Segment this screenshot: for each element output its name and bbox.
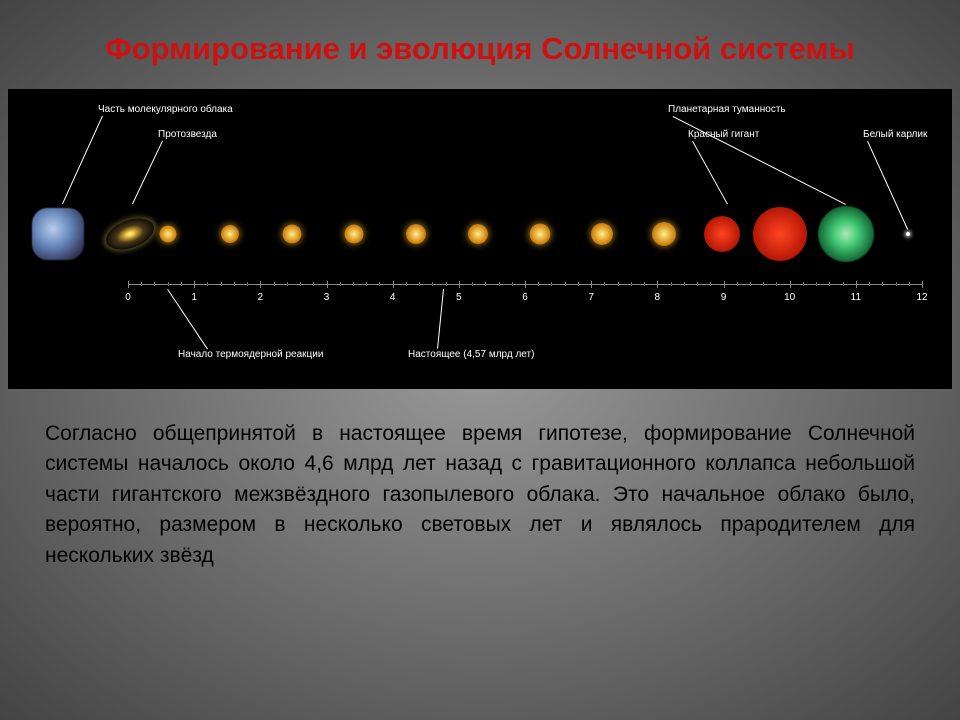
tick-7 bbox=[591, 281, 592, 288]
tick-6 bbox=[525, 281, 526, 288]
tick-3 bbox=[327, 281, 328, 288]
tick-11 bbox=[856, 281, 857, 288]
evolution-diagram: 0123456789101112Часть молекулярного обла… bbox=[8, 89, 952, 389]
pointer-line bbox=[437, 289, 444, 349]
pointer-line bbox=[62, 115, 103, 203]
sun-2 bbox=[283, 224, 302, 243]
white-dwarf bbox=[906, 232, 910, 236]
diagram-label: Красный гигант bbox=[688, 129, 759, 140]
sun-7 bbox=[591, 223, 613, 245]
tick-label-8: 8 bbox=[655, 292, 661, 303]
tick-2 bbox=[260, 281, 261, 288]
tick-10 bbox=[790, 281, 791, 288]
diagram-label: Белый карлик bbox=[863, 129, 927, 140]
tick-9 bbox=[724, 281, 725, 288]
tick-label-2: 2 bbox=[258, 292, 264, 303]
diagram-label: Часть молекулярного облака bbox=[98, 104, 233, 115]
sun-5 bbox=[468, 224, 488, 244]
diagram-label: Протозвезда bbox=[158, 129, 217, 140]
title-text: Формирование и эволюция Солнечной систем… bbox=[105, 31, 855, 66]
tick-label-0: 0 bbox=[125, 292, 131, 303]
pointer-line bbox=[692, 141, 728, 204]
tick-4 bbox=[393, 281, 394, 288]
sun-0 bbox=[160, 225, 177, 242]
tick-1 bbox=[194, 281, 195, 288]
description-text: Согласно общепринятой в настоящее время … bbox=[0, 389, 960, 601]
pointer-line bbox=[867, 141, 908, 229]
tick-0 bbox=[128, 281, 129, 288]
red-1 bbox=[704, 216, 740, 252]
slide-title: Формирование и эволюция Солнечной систем… bbox=[0, 0, 960, 89]
tick-label-10: 10 bbox=[784, 292, 795, 303]
diagram-label: Начало термоядерной реакции bbox=[178, 349, 323, 360]
tick-label-4: 4 bbox=[390, 292, 396, 303]
tick-label-12: 12 bbox=[916, 292, 927, 303]
tick-label-1: 1 bbox=[191, 292, 197, 303]
tick-label-5: 5 bbox=[456, 292, 462, 303]
tick-label-3: 3 bbox=[324, 292, 330, 303]
red-giant bbox=[753, 207, 807, 261]
tick-8 bbox=[657, 281, 658, 288]
pointer-line bbox=[132, 140, 163, 203]
timeline-axis: 0123456789101112 bbox=[128, 284, 922, 285]
tick-5 bbox=[459, 281, 460, 288]
sun-6 bbox=[530, 223, 551, 244]
tick-label-7: 7 bbox=[588, 292, 594, 303]
sun-4 bbox=[406, 224, 426, 244]
pointer-line bbox=[167, 289, 208, 350]
nebula bbox=[818, 206, 874, 262]
tick-label-11: 11 bbox=[851, 292, 861, 303]
protostar bbox=[102, 212, 158, 255]
diagram-label: Планетарная туманность bbox=[668, 104, 786, 115]
tick-12 bbox=[922, 281, 923, 288]
tick-label-9: 9 bbox=[721, 292, 727, 303]
diagram-label: Настоящее (4,57 млрд лет) bbox=[408, 349, 534, 360]
sun-8 bbox=[652, 222, 676, 246]
sun-1 bbox=[221, 225, 239, 243]
sun-3 bbox=[345, 224, 364, 243]
molecular-cloud bbox=[32, 208, 84, 260]
tick-label-6: 6 bbox=[522, 292, 528, 303]
